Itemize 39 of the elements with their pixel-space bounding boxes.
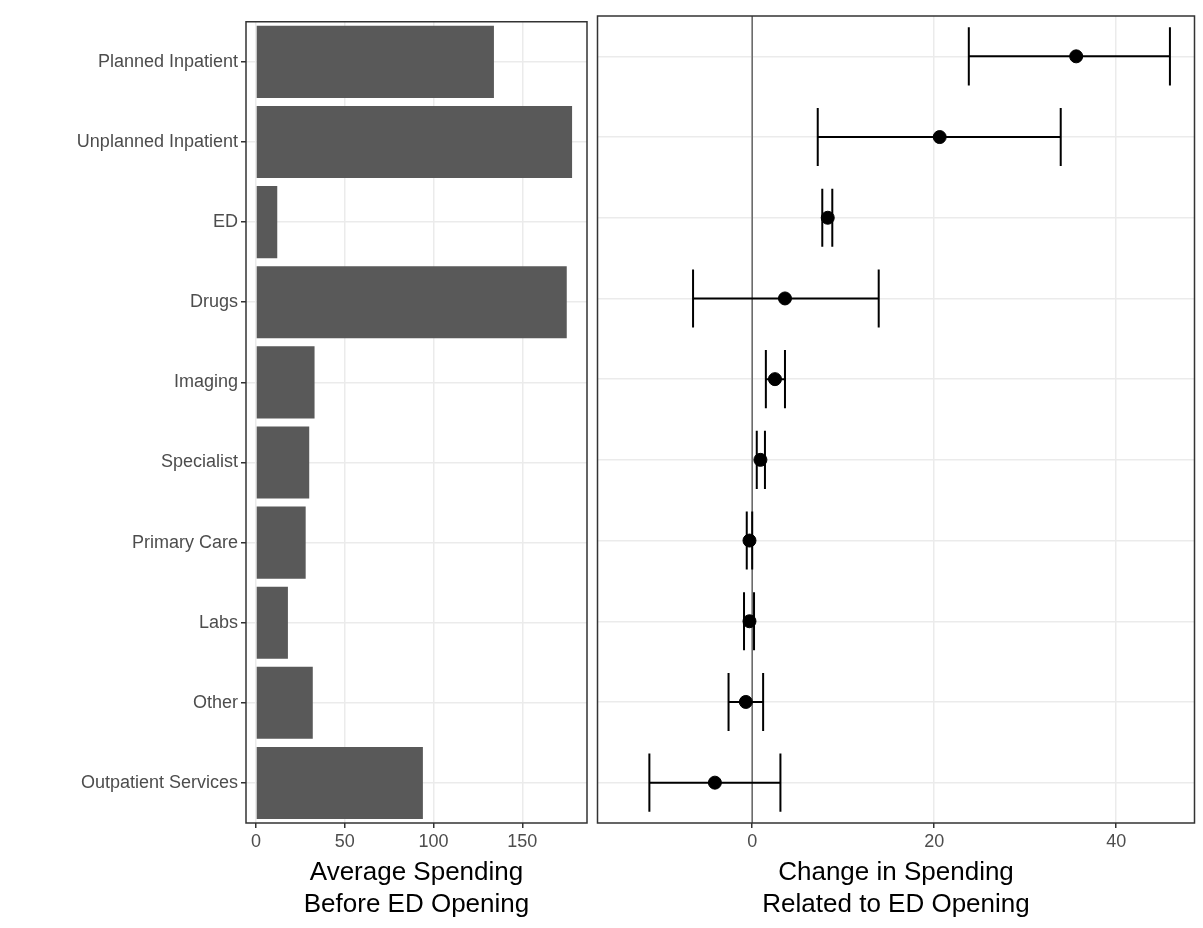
y-tick-label: Specialist <box>160 451 238 472</box>
bar <box>256 586 288 659</box>
y-tick-label: Primary Care <box>131 531 238 552</box>
y-tick-label: Labs <box>198 611 238 632</box>
bar <box>256 746 423 819</box>
x-tick-label: 50 <box>334 830 355 851</box>
point <box>777 291 792 306</box>
y-tick-label: Other <box>192 691 238 712</box>
y-tick-label: Planned Inpatient <box>97 50 238 71</box>
point <box>742 614 757 629</box>
y-tick-label: ED <box>212 211 238 232</box>
point <box>1069 49 1084 64</box>
bar <box>256 25 494 98</box>
bar <box>256 666 313 739</box>
x-tick-label: 150 <box>507 830 538 851</box>
bar <box>256 186 278 259</box>
x-tick-label: 20 <box>924 830 945 851</box>
x-tick-label: 0 <box>747 830 758 851</box>
bar <box>256 506 306 579</box>
y-tick-label: Unplanned Inpatient <box>76 130 238 151</box>
bar <box>256 105 573 179</box>
y-tick-label: Imaging <box>173 371 238 392</box>
bar <box>256 426 310 499</box>
y-tick-label: Outpatient Services <box>80 771 238 792</box>
x-tick-label: 100 <box>418 830 449 851</box>
point <box>738 694 753 709</box>
bar <box>256 266 567 339</box>
x-tick-label: 0 <box>250 830 261 851</box>
point <box>753 452 768 467</box>
x-axis-title: Average Spending Before ED Opening <box>303 856 530 918</box>
point <box>820 210 835 225</box>
x-axis-title: Change in Spending Related to ED Opening <box>762 856 1030 918</box>
point <box>932 130 947 145</box>
bar <box>256 346 315 419</box>
point <box>707 775 722 790</box>
point <box>742 533 757 548</box>
x-tick-label: 40 <box>1106 830 1127 851</box>
point <box>767 372 782 387</box>
y-tick-label: Drugs <box>189 291 238 312</box>
